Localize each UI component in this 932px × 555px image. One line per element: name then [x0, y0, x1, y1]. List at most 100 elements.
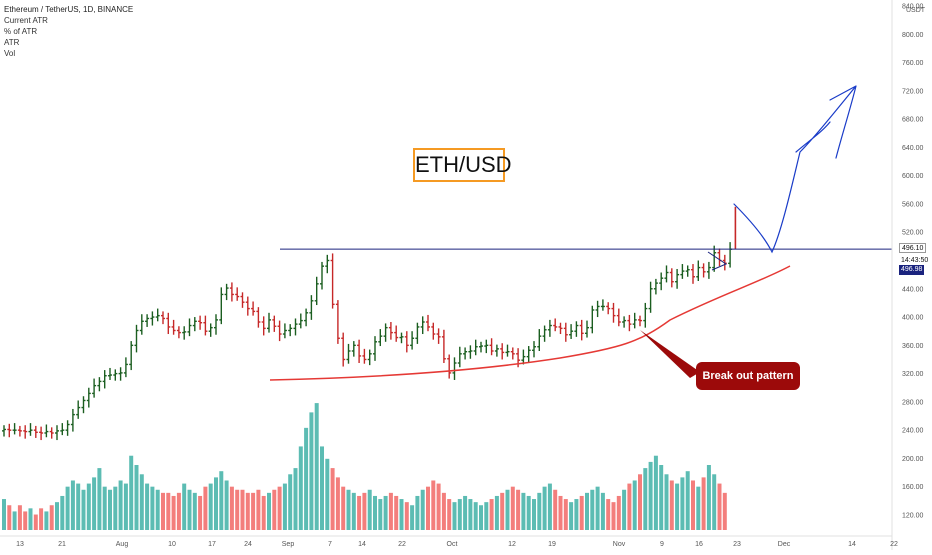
volume-bar — [320, 446, 324, 530]
eth-usd-annotation[interactable]: ETH/USD — [413, 148, 512, 182]
volume-bar — [251, 492, 256, 530]
ohlc-bar — [139, 314, 144, 335]
volume-bar — [473, 502, 478, 530]
ohlc-bar — [712, 245, 717, 272]
y-tick-label: 760.00 — [902, 60, 924, 67]
ohlc-bar — [415, 322, 420, 344]
ohlc-bar — [558, 322, 563, 335]
ohlc-bar — [293, 318, 298, 336]
ohlc-bar — [92, 378, 97, 398]
ohlc-bar — [500, 343, 505, 360]
ohlc-bar — [479, 341, 483, 353]
x-tick-label: 7 — [328, 541, 332, 548]
ohlc-bar — [388, 322, 393, 340]
y-tick-label: 640.00 — [902, 145, 924, 152]
ohlc-bar — [537, 329, 542, 351]
ohlc-bar — [320, 261, 324, 290]
ohlc-bar — [706, 261, 711, 279]
ohlc-bar — [447, 354, 452, 379]
ohlc-bar — [161, 311, 165, 325]
ohlc-bar — [203, 315, 208, 336]
ohlc-bar — [49, 427, 54, 439]
volume-bar — [643, 468, 648, 530]
volume-bar — [638, 474, 642, 530]
x-tick-label: 24 — [244, 541, 252, 548]
volume-bar — [595, 486, 600, 530]
ohlc-bar — [208, 323, 213, 337]
ohlc-bar — [426, 314, 430, 332]
x-tick-label: 23 — [733, 541, 741, 548]
volume-bar — [240, 489, 245, 530]
volume-bar — [229, 486, 234, 530]
support-curve — [269, 265, 791, 381]
ohlc-bar — [314, 276, 319, 306]
ohlc-bar — [367, 349, 372, 366]
x-tick-label: 22 — [890, 541, 898, 548]
x-tick-label: 16 — [695, 541, 703, 548]
volume-bar — [139, 474, 144, 530]
ohlc-bar — [675, 268, 680, 289]
ohlc-bar — [256, 307, 261, 328]
ohlc-bar — [76, 400, 81, 419]
ohlc-bar — [55, 425, 59, 441]
ohlc-bar — [145, 314, 150, 327]
ohlc-bar — [378, 329, 383, 347]
x-tick-label: 21 — [58, 541, 66, 548]
volume-bar — [341, 486, 346, 530]
legend-atr[interactable]: ATR — [4, 38, 20, 47]
ohlc-bar — [86, 387, 91, 408]
ohlc-bar — [600, 299, 605, 311]
volume-bar — [452, 502, 457, 530]
x-tick-label: 17 — [208, 541, 216, 548]
volume-bar — [563, 499, 568, 530]
ohlc-bar — [166, 312, 171, 335]
ohlc-bar — [150, 311, 155, 326]
x-tick-label: 22 — [398, 541, 406, 548]
x-tick-label: Oct — [447, 541, 458, 548]
x-tick-label: 10 — [168, 541, 176, 548]
ohlc-bar — [659, 272, 664, 291]
volume-bar — [224, 480, 229, 530]
x-tick-label: Dec — [778, 541, 791, 548]
volume-bar — [691, 480, 695, 530]
ohlc-bar — [452, 357, 457, 380]
volume-bar — [272, 489, 277, 530]
callout-pointer — [640, 330, 700, 378]
ohlc-bar — [590, 305, 595, 334]
ohlc-bar — [494, 344, 499, 357]
legend-vol[interactable]: Vol — [4, 49, 16, 58]
ohlc-bar — [17, 425, 22, 437]
ohlc-bar — [484, 339, 489, 354]
ohlc-bar — [214, 314, 218, 335]
volume-bar — [134, 465, 139, 530]
volume-bar — [426, 486, 430, 530]
y-tick-label: 600.00 — [902, 173, 924, 180]
volume-bar — [373, 495, 377, 530]
y-tick-label: 560.00 — [902, 201, 924, 208]
volume-bar — [367, 489, 372, 530]
ohlc-bar — [691, 264, 695, 284]
legend-current-atr[interactable]: Current ATR — [4, 16, 48, 25]
volume-bar — [558, 495, 563, 530]
y-tick-label: 720.00 — [902, 88, 924, 95]
volume-bar — [357, 495, 362, 530]
volume-bar — [616, 495, 621, 530]
y-tick-label: 800.00 — [902, 32, 924, 39]
volume-bar — [648, 461, 653, 530]
volume-bar — [145, 483, 150, 530]
volume-bar — [510, 486, 515, 530]
volume-bar — [479, 505, 483, 530]
volume-bar — [447, 499, 452, 530]
volume-bar — [23, 511, 28, 530]
volume-bar — [92, 477, 97, 530]
breakout-callout[interactable]: Break out pattern — [696, 362, 800, 390]
legend-percent-atr[interactable]: % of ATR — [4, 27, 38, 36]
ohlc-bar — [309, 295, 314, 320]
volume-bar — [622, 489, 627, 530]
legend-title[interactable]: Ethereum / TetherUS, 1D, BINANCE — [4, 5, 134, 14]
ohlc-bar — [97, 377, 102, 392]
volume-bar — [632, 480, 637, 530]
